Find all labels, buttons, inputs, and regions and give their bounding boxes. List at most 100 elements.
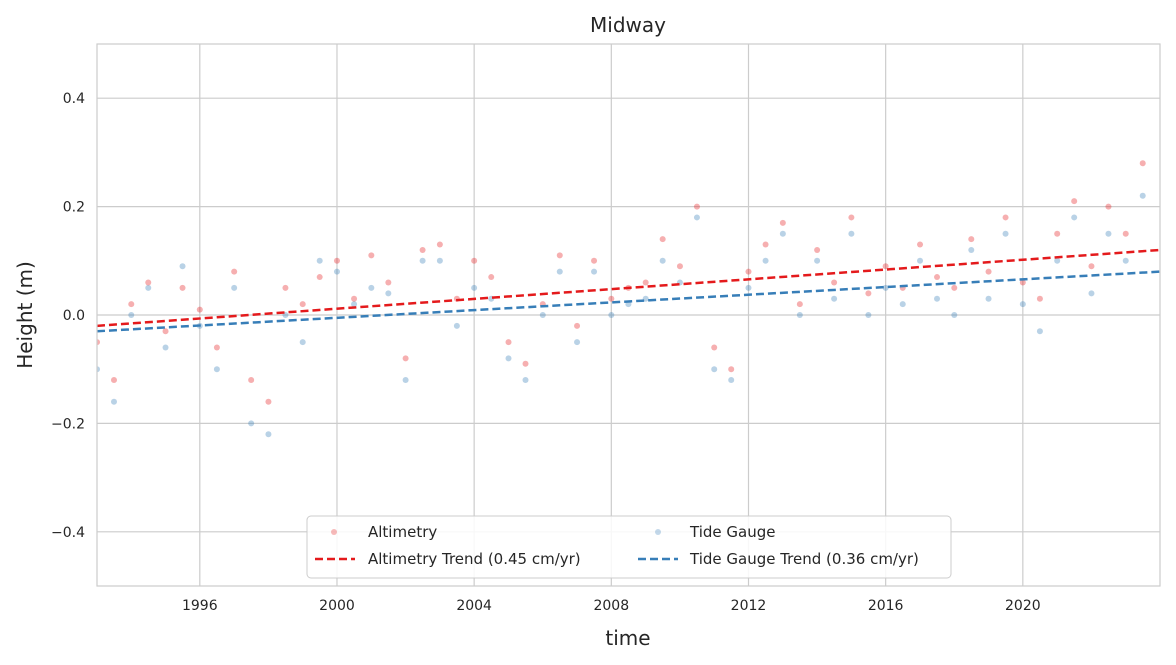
altimetry-point — [385, 279, 392, 286]
tide-gauge-point — [539, 312, 546, 318]
tide-gauge-point — [659, 257, 666, 264]
altimetry-point — [316, 274, 323, 281]
altimetry-point — [814, 246, 821, 253]
altimetry-point — [848, 214, 855, 221]
altimetry-point — [522, 360, 529, 367]
tide-gauge-point — [831, 295, 838, 302]
altimetry-point — [128, 301, 135, 308]
altimetry-point — [882, 263, 889, 270]
altimetry-point — [196, 306, 203, 313]
tide-gauge-point — [162, 344, 169, 351]
altimetry-point — [968, 236, 975, 243]
tide-gauge-point — [265, 431, 272, 438]
tide-gauge-point — [1105, 230, 1112, 237]
tide-gauge-point — [316, 257, 323, 264]
tide-gauge-point — [985, 295, 992, 302]
legend-box — [306, 515, 952, 579]
altimetry-point — [728, 366, 735, 373]
altimetry-point — [1122, 230, 1129, 237]
tide-gauge-point — [299, 339, 306, 346]
tide-gauge-point — [505, 355, 512, 362]
altimetry-point — [934, 274, 941, 281]
altimetry-point — [985, 268, 992, 275]
tide-gauge-point — [951, 312, 958, 318]
x-tick-labels: 1996 2000 2004 2008 2012 2016 2020 — [182, 598, 1041, 614]
chart-title: Midway — [590, 13, 666, 37]
altimetry-point — [231, 268, 238, 275]
legend-tide-gauge-marker — [655, 529, 661, 535]
tide-gauge-point — [419, 257, 426, 264]
tide-gauge-point — [213, 366, 220, 373]
altimetry-point — [796, 301, 803, 308]
altimetry-point — [762, 241, 769, 248]
tide-gauge-point — [1019, 301, 1026, 308]
altimetry-point — [1139, 160, 1146, 167]
altimetry-point — [179, 284, 186, 291]
altimetry-point — [351, 295, 358, 302]
tide-gauge-point — [1122, 257, 1129, 264]
x-tick-label: 1996 — [182, 598, 218, 614]
grid — [97, 44, 1160, 586]
x-tick-label: 2004 — [456, 598, 492, 614]
y-tick-label: 0.2 — [63, 200, 85, 216]
tide-gauge-trend-line — [97, 270, 1160, 333]
tide-gauge-point — [471, 284, 478, 291]
tide-gauge-point — [728, 377, 735, 384]
tide-gauge-point — [711, 366, 718, 373]
tide-gauge-point — [814, 257, 821, 264]
altimetry-point — [693, 203, 700, 210]
altimetry-point — [659, 236, 666, 243]
altimetry-point — [711, 344, 718, 351]
tide-gauge-point — [899, 301, 906, 308]
tide-gauge-point — [145, 284, 152, 291]
tide-gauge-point — [179, 263, 186, 270]
altimetry-point — [591, 257, 598, 264]
tide-gauge-point — [385, 290, 392, 297]
y-tick-label: 0.4 — [63, 91, 85, 107]
tide-gauge-point — [368, 284, 375, 291]
altimetry-point — [556, 252, 563, 259]
altimetry-point — [1054, 230, 1061, 237]
tide-gauge-point — [333, 268, 340, 275]
tide-gauge-point — [968, 246, 975, 253]
legend-altimetry-marker — [331, 529, 337, 535]
altimetry-point — [1036, 295, 1043, 302]
tide-gauge-point — [848, 230, 855, 237]
x-tick-label: 2000 — [319, 598, 355, 614]
altimetry-point — [436, 241, 443, 248]
altimetry-point — [1088, 263, 1095, 270]
tide-gauge-point — [128, 312, 135, 318]
altimetry-point — [213, 344, 220, 351]
altimetry-point — [1019, 279, 1026, 286]
altimetry-point — [608, 295, 615, 302]
legend-altimetry-trend-label: Altimetry Trend (0.45 cm/yr) — [368, 550, 581, 568]
altimetry-point — [488, 274, 495, 281]
y-tick-label: 0.0 — [63, 308, 85, 324]
altimetry-point — [1105, 203, 1112, 210]
tide-gauge-point — [591, 268, 598, 275]
legend-tide-gauge-trend-label: Tide Gauge Trend (0.36 cm/yr) — [689, 550, 919, 568]
y-axis-title: Height (m) — [13, 261, 37, 369]
tide-gauge-point — [693, 214, 700, 221]
tide-gauge-point — [642, 295, 649, 302]
tide-gauge-point — [608, 312, 615, 318]
legend: Altimetry Tide Gauge Altimetry Trend (0.… — [306, 515, 952, 579]
tide-gauge-point — [453, 322, 460, 329]
tide-gauge-point — [351, 301, 358, 308]
altimetry-point — [162, 328, 169, 335]
altimetry-trend-line — [97, 248, 1160, 328]
tide-gauge-point — [248, 420, 255, 427]
x-tick-label: 2012 — [731, 598, 767, 614]
tide-gauge-point — [1002, 230, 1009, 237]
altimetry-point — [368, 252, 375, 259]
tide-gauge-point — [1088, 290, 1095, 297]
y-tick-label: −0.2 — [51, 416, 85, 432]
tide-gauge-point — [556, 268, 563, 275]
altimetry-point — [1071, 198, 1078, 205]
tide-gauge-point — [796, 312, 803, 318]
altimetry-point — [1002, 214, 1009, 221]
altimetry-point — [642, 279, 649, 286]
tide-gauge-point — [436, 257, 443, 264]
altimetry-point — [917, 241, 924, 248]
legend-altimetry-label: Altimetry — [368, 523, 437, 541]
